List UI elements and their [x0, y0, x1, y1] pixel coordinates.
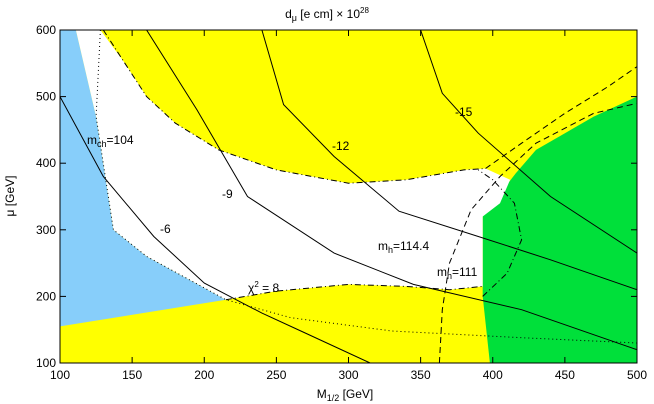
contour-label-9: -9: [222, 187, 233, 201]
x-tick-label: 500: [627, 368, 647, 382]
lines-layer: [60, 30, 637, 363]
x-tick-label: 200: [194, 368, 214, 382]
contour-line-4: [420, 30, 637, 254]
y-axis-title: μ [GeV]: [3, 176, 17, 217]
plot-area: [60, 30, 637, 363]
x-axis-title: M1/2 [GeV]: [317, 387, 374, 403]
y-tick-label: 100: [36, 356, 56, 370]
y-tick-label: 300: [36, 223, 56, 237]
contour-label-6: -6: [160, 222, 171, 236]
contour-line-2: [146, 30, 637, 351]
y-tick-label: 500: [36, 90, 56, 104]
blue-region: [60, 30, 226, 327]
contour-line-3: [261, 30, 637, 291]
contour-label-12: -12: [332, 139, 350, 153]
x-tick-label: 250: [266, 368, 286, 382]
chart-title: dμ [e cm] × 1028: [285, 6, 369, 23]
boundary-line-2: [478, 169, 523, 297]
x-tick-label: 300: [338, 368, 358, 382]
chi2-label: χ2 = 8: [248, 280, 279, 295]
x-tick-label: 150: [122, 368, 142, 382]
contour-label-15: -15: [455, 105, 473, 119]
y-tick-label: 200: [36, 289, 56, 303]
x-tick-label: 450: [555, 368, 575, 382]
boundary-line-1: [438, 102, 637, 363]
white-region: [75, 30, 511, 300]
mh-114-label: mh=114.4: [378, 239, 429, 255]
ticks-layer: 100 150 200 250 300 350 400 450 500 100 200 300 400 5…: [36, 23, 647, 382]
contour-line-1: [60, 96, 371, 363]
green-region: [482, 96, 637, 363]
mh-111-label: mh=111: [437, 265, 478, 281]
boundary-line-3: [95, 30, 637, 344]
x-tick-label: 350: [411, 368, 431, 382]
x-tick-label: 400: [483, 368, 503, 382]
y-tick-label: 400: [36, 156, 56, 170]
regions-layer: [60, 30, 637, 363]
y-tick-label: 600: [36, 23, 56, 37]
mch-label: mch=104: [87, 133, 134, 149]
chi2-lower-line: [225, 283, 483, 301]
chi2-upper-line: [102, 30, 486, 184]
x-tick-label: 100: [50, 368, 70, 382]
